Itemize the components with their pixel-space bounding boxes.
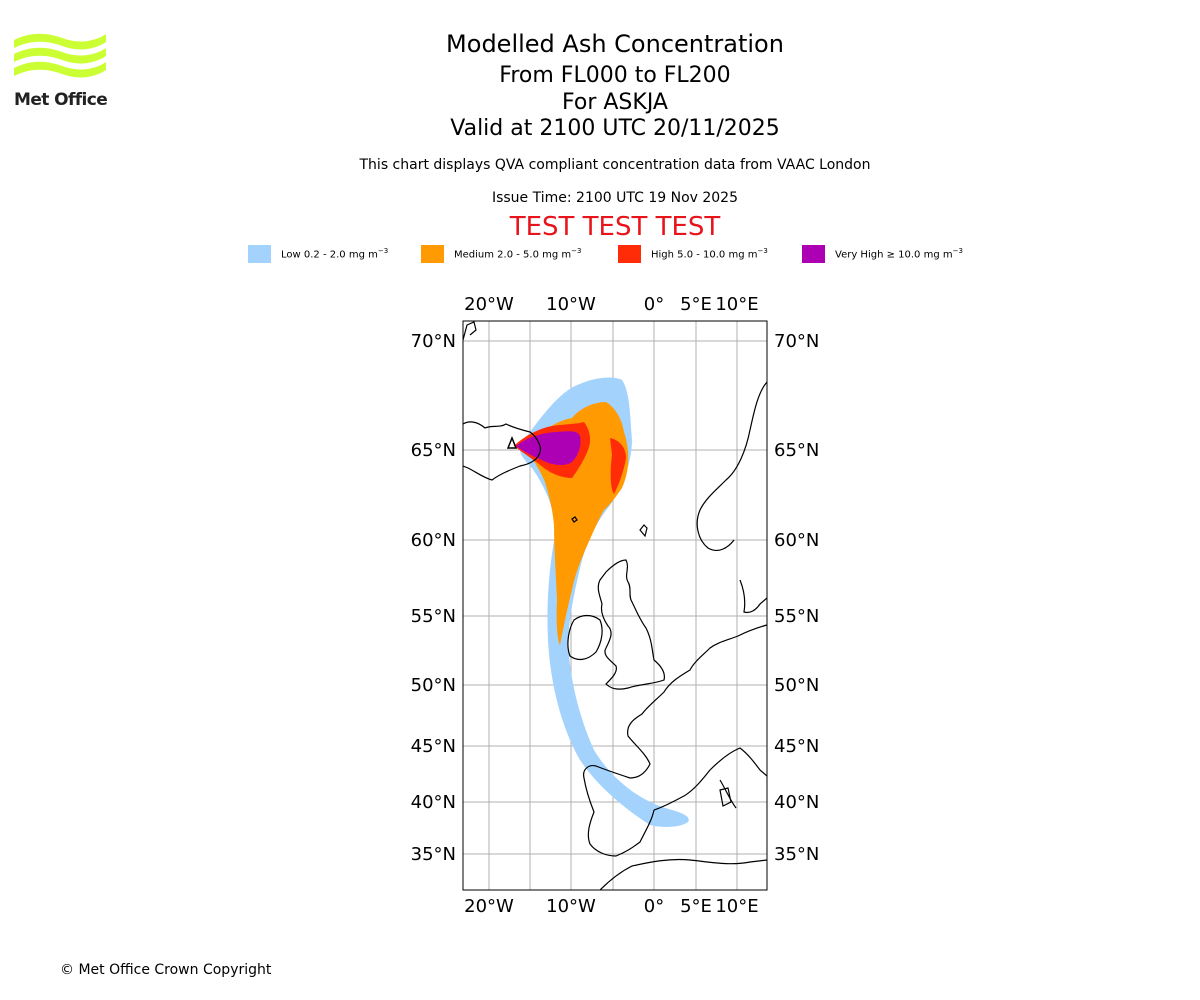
lat-label-right-40n: 40°N [774,792,819,813]
chart-title: Modelled Ash Concentration [446,30,784,58]
legend-swatch-low [248,245,271,263]
test-banner: TEST TEST TEST [509,212,721,242]
met-office-logo-text: Met Office [14,90,108,110]
legend-swatch-very-high [802,245,825,263]
lat-label-left-45n: 45°N [411,736,456,757]
lat-label-left-50n: 50°N [411,675,456,696]
met-office-logo: Met Office [14,30,110,112]
lon-label-top-0: 0° [644,294,664,315]
lat-label-left-65n: 65°N [411,440,456,461]
legend-swatch-high [618,245,641,263]
lat-label-left-70n: 70°N [411,331,456,352]
volcano-name: For ASKJA [562,90,668,115]
legend-label-medium: Medium 2.0 - 5.0 mg m [454,249,572,261]
legend-label-high: High 5.0 - 10.0 mg m [651,249,758,261]
lon-label-bottom-5e: 5°E [680,896,712,917]
lon-label-top-10e: 10°E [715,294,758,315]
volcano-marker-icon [506,435,518,449]
lon-label-top-5e: 5°E [680,294,712,315]
legend-item-high: High 5.0 - 10.0 mg m−3 [618,244,768,264]
lat-label-right-45n: 45°N [774,736,819,757]
lat-label-right-65n: 65°N [774,440,819,461]
lat-label-left-60n: 60°N [411,530,456,551]
legend-item-medium: Medium 2.0 - 5.0 mg m−3 [421,244,581,264]
lat-label-left-40n: 40°N [411,792,456,813]
legend-unit-exponent-very-high: −3 [952,247,963,256]
issue-time: Issue Time: 2100 UTC 19 Nov 2025 [491,190,739,206]
lon-label-bottom-20w: 20°W [464,896,514,917]
lat-label-right-60n: 60°N [774,530,819,551]
lat-label-right-70n: 70°N [774,331,819,352]
legend-unit-exponent-high: −3 [757,247,768,256]
lon-label-bottom-10e: 10°E [715,896,758,917]
lon-label-bottom-0: 0° [644,896,664,917]
legend-item-low: Low 0.2 - 2.0 mg m−3 [248,244,388,264]
valid-time: Valid at 2100 UTC 20/11/2025 [450,116,780,141]
lat-label-left-35n: 35°N [411,844,456,865]
copyright-notice: © Met Office Crown Copyright [60,962,272,978]
coastlines [463,321,767,890]
legend-unit-exponent-medium: −3 [571,247,582,256]
legend-label-very-high: Very High ≥ 10.0 mg m [835,249,953,261]
met-office-waves-icon [14,33,106,78]
lon-label-bottom-10w: 10°W [546,896,596,917]
legend-item-very-high: Very High ≥ 10.0 mg m−3 [802,244,963,264]
legend-swatch-medium [421,245,444,263]
lat-label-right-50n: 50°N [774,675,819,696]
map-frame [462,320,768,891]
concentration-legend: Low 0.2 - 2.0 mg m−3 Medium 2.0 - 5.0 mg… [0,244,1200,264]
lon-label-top-10w: 10°W [546,294,596,315]
legend-label-low: Low 0.2 - 2.0 mg m [281,249,378,261]
ash-very-high-region [516,431,581,465]
lat-label-right-35n: 35°N [774,844,819,865]
chart-subtitle: This chart displays QVA compliant concen… [359,157,871,173]
lat-label-left-55n: 55°N [411,606,456,627]
flight-level-range: From FL000 to FL200 [499,63,731,88]
lat-label-right-55n: 55°N [774,606,819,627]
legend-unit-exponent-low: −3 [377,247,389,256]
lon-label-top-20w: 20°W [464,294,514,315]
